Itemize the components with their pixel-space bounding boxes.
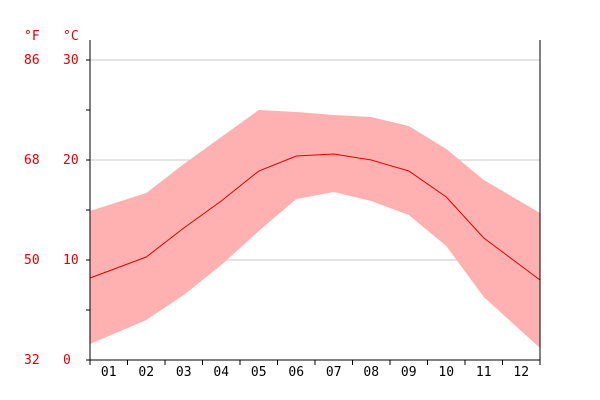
x-tick-label: 10 xyxy=(438,365,454,380)
y-tick-label-fahrenheit: 32 xyxy=(24,353,40,368)
x-tick-label: 12 xyxy=(513,365,529,380)
x-tick-label: 01 xyxy=(101,365,117,380)
y-tick-label-fahrenheit: 68 xyxy=(24,153,40,168)
x-tick-label: 08 xyxy=(363,365,379,380)
y-tick-label-celsius: 30 xyxy=(63,53,79,68)
tick-labels: 30 86 20 68 10 50 0 32 01 02 03 04 05 06 07 08 09 10 11 12 xyxy=(24,53,529,380)
y-tick-label-fahrenheit: 50 xyxy=(24,253,40,268)
y-tick-label-celsius: 10 xyxy=(63,253,79,268)
y-tick-label-fahrenheit: 86 xyxy=(24,53,40,68)
x-tick-label: 11 xyxy=(476,365,492,380)
x-tick-label: 02 xyxy=(138,365,154,380)
y-tick-label-celsius: 20 xyxy=(63,153,79,168)
celsius-unit-label: °C xyxy=(63,29,79,44)
x-tick-label: 07 xyxy=(326,365,342,380)
x-tick-label: 09 xyxy=(401,365,417,380)
axes xyxy=(86,40,541,365)
temperature-range-band xyxy=(90,110,540,348)
mean-temperature-line xyxy=(89,153,541,281)
x-tick-label: 06 xyxy=(288,365,304,380)
x-tick-label: 05 xyxy=(251,365,267,380)
x-tick-label: 03 xyxy=(176,365,192,380)
fahrenheit-unit-label: °F xyxy=(24,29,40,44)
x-tick-label: 04 xyxy=(213,365,229,380)
y-tick-label-celsius: 0 xyxy=(63,353,71,368)
